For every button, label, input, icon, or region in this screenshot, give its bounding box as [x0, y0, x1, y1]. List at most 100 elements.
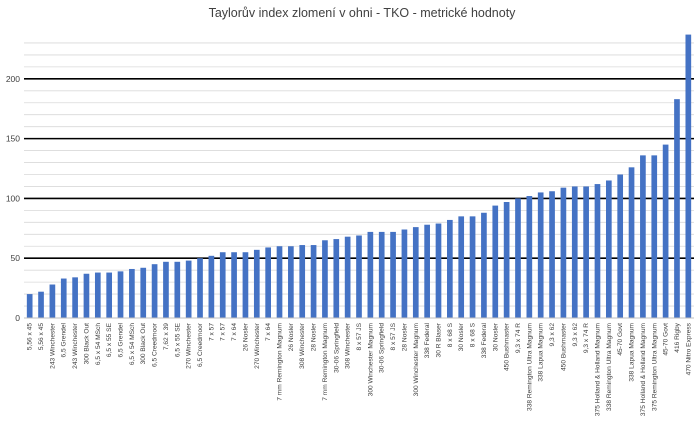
bar	[265, 247, 271, 318]
bar	[412, 227, 419, 318]
x-tick-label: 26 Nosler	[242, 322, 249, 351]
bar	[106, 272, 113, 318]
bar	[356, 235, 362, 318]
bar	[49, 284, 56, 318]
bar	[163, 261, 169, 318]
bar	[242, 252, 249, 318]
x-tick-label: 308 Winchester	[345, 322, 352, 369]
bar	[560, 187, 567, 318]
bar	[492, 205, 499, 318]
bar	[537, 192, 544, 318]
x-tick-label: 243 Winchester	[72, 322, 79, 369]
x-tick-label: 26 Nosler	[288, 322, 295, 351]
x-tick-label: 270 Winchester	[254, 322, 261, 369]
bar	[401, 229, 408, 318]
x-tick-label: 300 Black Out	[83, 323, 90, 365]
x-tick-label: 8 x 68 S	[447, 322, 454, 347]
bar	[583, 186, 589, 318]
bar	[276, 246, 283, 318]
bar	[185, 260, 192, 318]
x-tick-label: 7,62 x 39	[163, 323, 170, 350]
x-tick-label: 375 Remington Ultra Magnum	[651, 323, 658, 411]
bar	[344, 236, 351, 318]
bar	[208, 255, 215, 318]
bar	[435, 223, 442, 318]
bar	[310, 245, 317, 318]
x-tick-label: 7 x 57	[220, 323, 227, 341]
x-tick-label: 30 Nosler	[492, 322, 499, 351]
bar	[594, 184, 601, 318]
x-tick-label: 450 Bushmaster	[504, 322, 511, 371]
y-tick-label: 50	[11, 253, 21, 263]
x-tick-label: 30 R Blaser	[435, 322, 442, 357]
bar	[628, 167, 635, 318]
bar	[333, 239, 340, 318]
bar	[117, 271, 124, 318]
x-tick-label: 7 x 64	[231, 323, 238, 341]
x-tick-label: 45-70 Govt	[663, 323, 670, 356]
x-tick-label: 6,5 Creedmoor	[152, 322, 159, 367]
x-tick-label: 338 Lapua Magnum	[538, 322, 545, 381]
bar	[322, 240, 328, 318]
bars	[26, 34, 692, 319]
x-tick-label: 8 x 57 JS	[356, 322, 363, 350]
bar	[231, 252, 237, 318]
x-tick-label: 9,3 x 74 R	[583, 323, 590, 353]
bar	[60, 278, 67, 318]
y-tick-label: 150	[6, 134, 20, 144]
bar	[515, 198, 521, 318]
x-tick-label: 308 Winchester	[299, 322, 306, 369]
x-tick-label: 6,5 x 54 MSch	[129, 323, 136, 365]
x-tick-label: 7 mm Remington Magnum	[277, 323, 284, 401]
bar	[197, 258, 203, 318]
bar	[617, 174, 624, 318]
bar	[26, 294, 33, 318]
x-tick-label: 450 Bushmaster	[560, 322, 567, 371]
x-tick-label: 338 Remington Ultra Magnum	[606, 323, 613, 411]
bar	[469, 216, 476, 318]
bar	[390, 231, 396, 318]
x-tick-label: 7 x 64	[265, 323, 272, 341]
x-tick-label: 6,5 Creedmoor	[197, 322, 204, 367]
bar	[288, 246, 294, 318]
x-tick-label: 28 Nosler	[311, 322, 318, 351]
y-tick-label: 200	[6, 74, 20, 84]
x-tick-label: 7 x 57	[208, 323, 215, 341]
bar	[72, 277, 78, 318]
x-tick-label: 300 Winchester Magnum	[367, 323, 374, 397]
bar	[571, 186, 578, 318]
bar	[458, 216, 465, 318]
bar	[299, 245, 306, 318]
bar	[662, 144, 669, 318]
bar	[674, 99, 680, 318]
x-tick-label: 6,5 x 55 SE	[174, 322, 181, 357]
x-tick-label: 6,5 Grendel	[61, 322, 68, 357]
bar	[549, 191, 555, 318]
bar	[83, 273, 90, 318]
bar	[140, 267, 147, 318]
grid	[24, 42, 694, 307]
bar	[174, 261, 181, 318]
x-tick-label: 6,5 Grendel	[118, 322, 125, 357]
bar	[424, 224, 430, 318]
x-tick-label: 6,5 x 54 MSch	[95, 323, 102, 365]
x-tick-label: 375 Holland & Holland Magnum	[640, 323, 647, 417]
bar	[219, 252, 226, 318]
x-tick-label: 30-06 Springfield	[333, 323, 340, 373]
x-tick-label: 338 Lapua Magnum	[629, 322, 636, 381]
x-axis: 5,56 x 45 5,56 x 45 243 Winchester 6,5 Gren…	[24, 317, 694, 417]
x-tick-label: 28 Nosler	[401, 322, 408, 351]
bar	[503, 202, 510, 318]
chart-title: Taylorův index zlomení v ohni - TKO - me…	[209, 6, 517, 20]
bar	[253, 249, 260, 318]
bar	[151, 264, 158, 318]
x-tick-label: 338 Remington Ultra Magnum	[526, 323, 533, 411]
x-tick-label: 416 Rigby	[674, 322, 681, 352]
bar	[378, 231, 385, 318]
x-tick-label: 9,3 x 62	[549, 323, 556, 347]
bar	[605, 180, 612, 318]
bar	[640, 155, 646, 318]
x-tick-label: 45-70 Govt	[617, 323, 624, 356]
x-tick-label: 338 Federal	[424, 322, 431, 358]
